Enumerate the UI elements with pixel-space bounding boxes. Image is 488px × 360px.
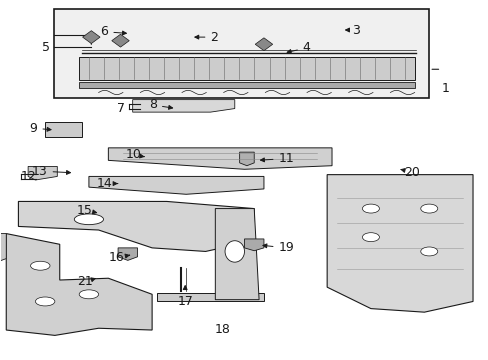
- Ellipse shape: [420, 204, 437, 213]
- Text: 15: 15: [77, 204, 97, 217]
- Text: 1: 1: [441, 82, 448, 95]
- Text: 16: 16: [108, 251, 129, 264]
- Text: 11: 11: [260, 152, 294, 165]
- Text: 7: 7: [117, 102, 125, 115]
- Polygon shape: [157, 293, 264, 301]
- Polygon shape: [28, 166, 57, 180]
- Ellipse shape: [420, 247, 437, 256]
- Polygon shape: [82, 31, 100, 44]
- Ellipse shape: [362, 233, 379, 242]
- Text: 5: 5: [42, 41, 50, 54]
- Polygon shape: [108, 148, 331, 169]
- Text: 6: 6: [100, 25, 126, 38]
- Ellipse shape: [362, 204, 379, 213]
- Polygon shape: [326, 175, 472, 312]
- Polygon shape: [118, 248, 137, 260]
- Polygon shape: [112, 34, 129, 47]
- Text: 8: 8: [149, 99, 172, 112]
- Text: 10: 10: [125, 148, 144, 162]
- Ellipse shape: [79, 290, 99, 299]
- Text: 3: 3: [345, 23, 360, 36]
- Text: 19: 19: [263, 241, 294, 255]
- Text: 2: 2: [195, 31, 218, 44]
- Text: 17: 17: [177, 286, 193, 308]
- Polygon shape: [132, 100, 234, 112]
- Polygon shape: [255, 38, 272, 51]
- Polygon shape: [79, 82, 414, 88]
- Text: 4: 4: [286, 41, 310, 54]
- Ellipse shape: [74, 214, 103, 225]
- FancyBboxPatch shape: [45, 122, 81, 137]
- Polygon shape: [215, 208, 259, 300]
- Text: 18: 18: [214, 324, 230, 337]
- Polygon shape: [0, 234, 6, 262]
- Polygon shape: [79, 57, 414, 80]
- Text: 9: 9: [30, 122, 51, 135]
- Text: 12: 12: [21, 170, 37, 183]
- Ellipse shape: [224, 241, 244, 262]
- Text: 21: 21: [77, 275, 95, 288]
- Text: 14: 14: [96, 177, 117, 190]
- Ellipse shape: [30, 261, 50, 270]
- Polygon shape: [6, 234, 152, 336]
- Text: 13: 13: [32, 165, 70, 177]
- FancyBboxPatch shape: [54, 9, 428, 98]
- Polygon shape: [19, 202, 254, 251]
- Polygon shape: [244, 239, 264, 251]
- Polygon shape: [89, 176, 264, 194]
- Ellipse shape: [35, 297, 55, 306]
- Text: 20: 20: [400, 166, 419, 179]
- Polygon shape: [239, 152, 254, 166]
